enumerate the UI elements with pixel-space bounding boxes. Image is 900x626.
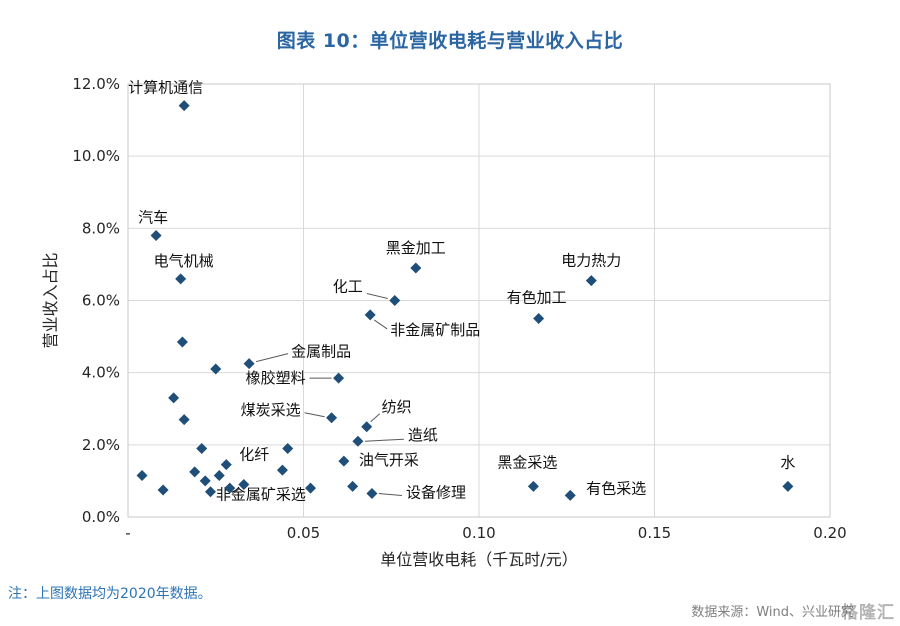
data-point-diamond (527, 480, 539, 492)
y-tick-label: 10.0% (72, 147, 120, 165)
point-label: 计算机通信 (128, 79, 203, 97)
point-label: 煤炭采选 (241, 401, 301, 419)
point-label: 油气开采 (359, 451, 419, 469)
point-label: 化纤 (239, 446, 269, 464)
y-tick-label: 8.0% (82, 219, 120, 237)
data-point-diamond (410, 262, 422, 274)
data-point-diamond (178, 100, 190, 112)
data-point-diamond (333, 372, 345, 384)
data-point-diamond (199, 475, 211, 487)
data-point-diamond (533, 313, 545, 325)
data-point-diamond (326, 412, 338, 424)
point-label: 电力热力 (561, 252, 621, 270)
data-point-diamond (361, 421, 373, 433)
data-point-diamond (196, 442, 208, 454)
point-label: 化工 (333, 278, 363, 296)
x-tick-label: 0.05 (287, 524, 320, 542)
watermark-logo: 格隆汇 (841, 603, 895, 623)
data-point-diamond (189, 466, 201, 478)
data-source: 数据来源：Wind、兴业研究 (691, 605, 854, 620)
point-label: 非金属矿制品 (390, 321, 480, 339)
data-point-diamond (782, 480, 794, 492)
point-label: 橡胶塑料 (246, 369, 306, 387)
data-point-diamond (204, 486, 216, 498)
data-point-diamond (585, 275, 597, 287)
data-point-diamond (352, 435, 364, 447)
x-tick-label: 0.15 (638, 524, 671, 542)
y-axis-title: 营业收入占比 (41, 252, 60, 348)
data-point-diamond (178, 414, 190, 426)
x-tick-label: 0.20 (813, 524, 846, 542)
data-point-diamond (364, 309, 376, 321)
data-point-diamond (176, 336, 188, 348)
label-connector (304, 412, 325, 418)
point-label: 黑金加工 (386, 239, 446, 257)
point-label: 电气机械 (154, 252, 214, 270)
point-label: 非金属矿采选 (216, 486, 306, 504)
y-tick-label: 12.0% (72, 75, 120, 93)
label-connector (370, 413, 381, 423)
point-label: 水 (780, 453, 795, 471)
data-point-diamond (157, 484, 169, 496)
label-connector (231, 488, 241, 495)
chart-title: 图表 10：单位营收电耗与营业收入占比 (276, 30, 624, 52)
data-point-diamond (366, 488, 378, 500)
data-point-diamond (175, 273, 187, 285)
data-point-diamond (276, 464, 288, 476)
data-point-diamond (210, 363, 222, 375)
point-label: 汽车 (138, 209, 168, 227)
data-point-diamond (136, 470, 148, 482)
data-point-diamond (168, 392, 180, 404)
point-label: 黑金采选 (497, 453, 557, 471)
label-connector (255, 353, 289, 363)
y-tick-label: 0.0% (82, 508, 120, 526)
y-tick-label: 2.0% (82, 436, 120, 454)
point-label: 有色加工 (507, 289, 567, 307)
data-point-diamond (347, 480, 359, 492)
data-point-diamond (213, 470, 225, 482)
point-label: 金属制品 (291, 343, 351, 361)
x-tick-label: 0.10 (462, 524, 495, 542)
data-point-diamond (238, 479, 250, 491)
data-point-diamond (389, 295, 401, 306)
x-tick-label: - (125, 524, 130, 542)
data-point-diamond (305, 482, 317, 494)
data-point-diamond (220, 459, 232, 471)
data-point-diamond (282, 442, 294, 454)
label-connector (364, 438, 404, 442)
x-axis-title: 单位营收电耗（千瓦时/元） (380, 550, 577, 569)
data-point-diamond (224, 482, 236, 494)
footnote: 注：上图数据均为2020年数据。 (8, 586, 212, 602)
data-point-diamond (564, 489, 576, 501)
data-point-diamond (243, 358, 255, 370)
data-point-diamond (338, 455, 350, 467)
point-label: 有色采选 (586, 479, 646, 497)
data-point-diamond (150, 230, 162, 242)
plot-border (127, 83, 831, 518)
y-tick-label: 4.0% (82, 364, 120, 382)
y-tick-label: 6.0% (82, 292, 120, 310)
label-connector (373, 319, 388, 330)
label-connector (378, 493, 402, 497)
point-label: 纺织 (382, 398, 412, 416)
label-connector (366, 293, 388, 299)
point-label: 造纸 (408, 426, 438, 444)
point-label: 设备修理 (406, 484, 466, 502)
